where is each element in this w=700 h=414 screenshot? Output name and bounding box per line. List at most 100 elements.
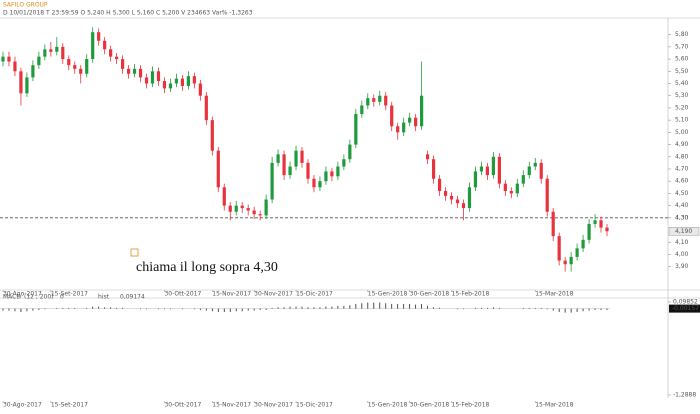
x-tick-label: 15-Gen-2018: [368, 291, 408, 298]
candle-body: [551, 211, 555, 237]
candle-body: [126, 68, 131, 74]
candle-body: [605, 227, 609, 232]
x-tick-label: 15-Set-2017: [51, 402, 88, 409]
candle-body: [515, 183, 519, 194]
candle-body: [216, 150, 220, 188]
candle-body: [180, 78, 185, 86]
candle-body: [7, 56, 11, 62]
x-tick-label: 15-Mar-2018: [535, 402, 573, 409]
macd-header: MACD: [3, 294, 21, 301]
candle-body: [156, 71, 161, 82]
candle-body: [138, 68, 143, 78]
y-tick-label: 5,50: [675, 68, 689, 75]
candle-body: [479, 166, 484, 172]
macd-header: 0: [60, 294, 64, 301]
candle-body: [288, 166, 292, 176]
y-tick-label: 4,50: [675, 190, 689, 197]
candle-body: [342, 159, 346, 167]
candle-body: [91, 32, 95, 60]
macd-header: (12 , 200): [24, 294, 54, 301]
x-tick-label: 30-Nov-2017: [254, 402, 293, 409]
candle-body: [509, 190, 513, 194]
x-tick-label: 15-Dic-2017: [296, 402, 333, 409]
candle-body: [467, 187, 472, 209]
quote-line: D 10/01/2018 T 23:59:59 O 5,240 H 5,300 …: [3, 10, 253, 17]
candle-body: [348, 144, 352, 160]
candle-body: [593, 220, 597, 224]
macd-header: 0,09174: [120, 294, 145, 301]
y-tick-label: 5,10: [675, 117, 689, 124]
candle-body: [270, 162, 274, 200]
candle-body: [73, 65, 77, 69]
candle-body: [174, 78, 179, 84]
candle-body: [521, 175, 525, 184]
x-tick-label: 15-Set-2017: [51, 291, 88, 298]
candle-body: [198, 83, 202, 96]
x-tick-label: 30-Nov-2017: [254, 291, 293, 298]
candle-body: [354, 114, 358, 145]
x-tick-label: 30-Ott-2017: [164, 402, 201, 409]
candle-body: [557, 236, 561, 261]
candle-body: [449, 195, 454, 200]
macd-last-box: [669, 304, 700, 313]
annotation-marker: [130, 248, 139, 257]
candle-body: [491, 156, 495, 176]
candle-body: [120, 59, 125, 69]
candle-body: [497, 156, 501, 184]
y-tick-label: 5,80: [675, 31, 689, 38]
y-tick-label: 4,70: [675, 165, 689, 172]
candle-body: [37, 56, 41, 66]
y-tick-label: 5,70: [675, 43, 689, 50]
x-tick-label: 30-Ott-2017: [164, 291, 201, 298]
y-tick-label: 4,60: [675, 178, 689, 185]
candle-body: [97, 32, 101, 41]
candle-body: [599, 220, 603, 228]
candle-body: [390, 105, 394, 127]
candle-body: [85, 59, 89, 74]
candle-body: [360, 105, 364, 115]
candle-body: [372, 98, 376, 102]
candle-body: [25, 77, 29, 94]
candle-body: [43, 49, 47, 57]
candle-body: [306, 162, 310, 179]
candle-body: [318, 181, 322, 188]
candle-body: [294, 150, 298, 167]
candle-body: [31, 65, 35, 78]
candle-body: [210, 120, 214, 151]
x-tick-label: 30-Gen-2018: [410, 402, 450, 409]
x-tick-label: 15-Gen-2018: [368, 402, 408, 409]
candle-body: [330, 171, 334, 177]
candle-body: [587, 223, 591, 240]
candle-body: [545, 178, 549, 212]
candle-body: [55, 46, 59, 52]
candle-body: [1, 56, 5, 62]
x-tick-label: 15-Feb-2018: [452, 402, 490, 409]
candle-body: [437, 178, 442, 191]
candle-body: [384, 95, 388, 106]
candle-body: [408, 117, 412, 123]
y-tick-label: 5,00: [675, 129, 689, 136]
candle-body: [581, 239, 585, 249]
y-tick-label: 5,60: [675, 56, 689, 63]
y-tick-label: 4,30: [675, 214, 689, 221]
candle-body: [455, 199, 460, 204]
candle-body: [336, 166, 340, 177]
candle-body: [473, 171, 478, 188]
candle-body: [228, 205, 232, 212]
y-tick-label: 0,09852: [673, 299, 698, 306]
candle-body: [414, 117, 418, 127]
candle-body: [103, 40, 107, 50]
candle-body: [264, 199, 268, 216]
candle-body: [49, 49, 53, 52]
candle-body: [109, 49, 113, 57]
macd-header: hist: [98, 294, 110, 301]
candle-body: [563, 260, 567, 265]
last-price-box: [668, 227, 700, 236]
candle-body: [204, 95, 208, 121]
candle-body: [575, 248, 579, 257]
candle-body: [282, 154, 286, 176]
candle-body: [539, 162, 543, 179]
last-price-label: 4,190: [675, 228, 692, 235]
y-tick-label: 4,80: [675, 153, 689, 160]
y-tick-label: 3,90: [675, 263, 689, 270]
